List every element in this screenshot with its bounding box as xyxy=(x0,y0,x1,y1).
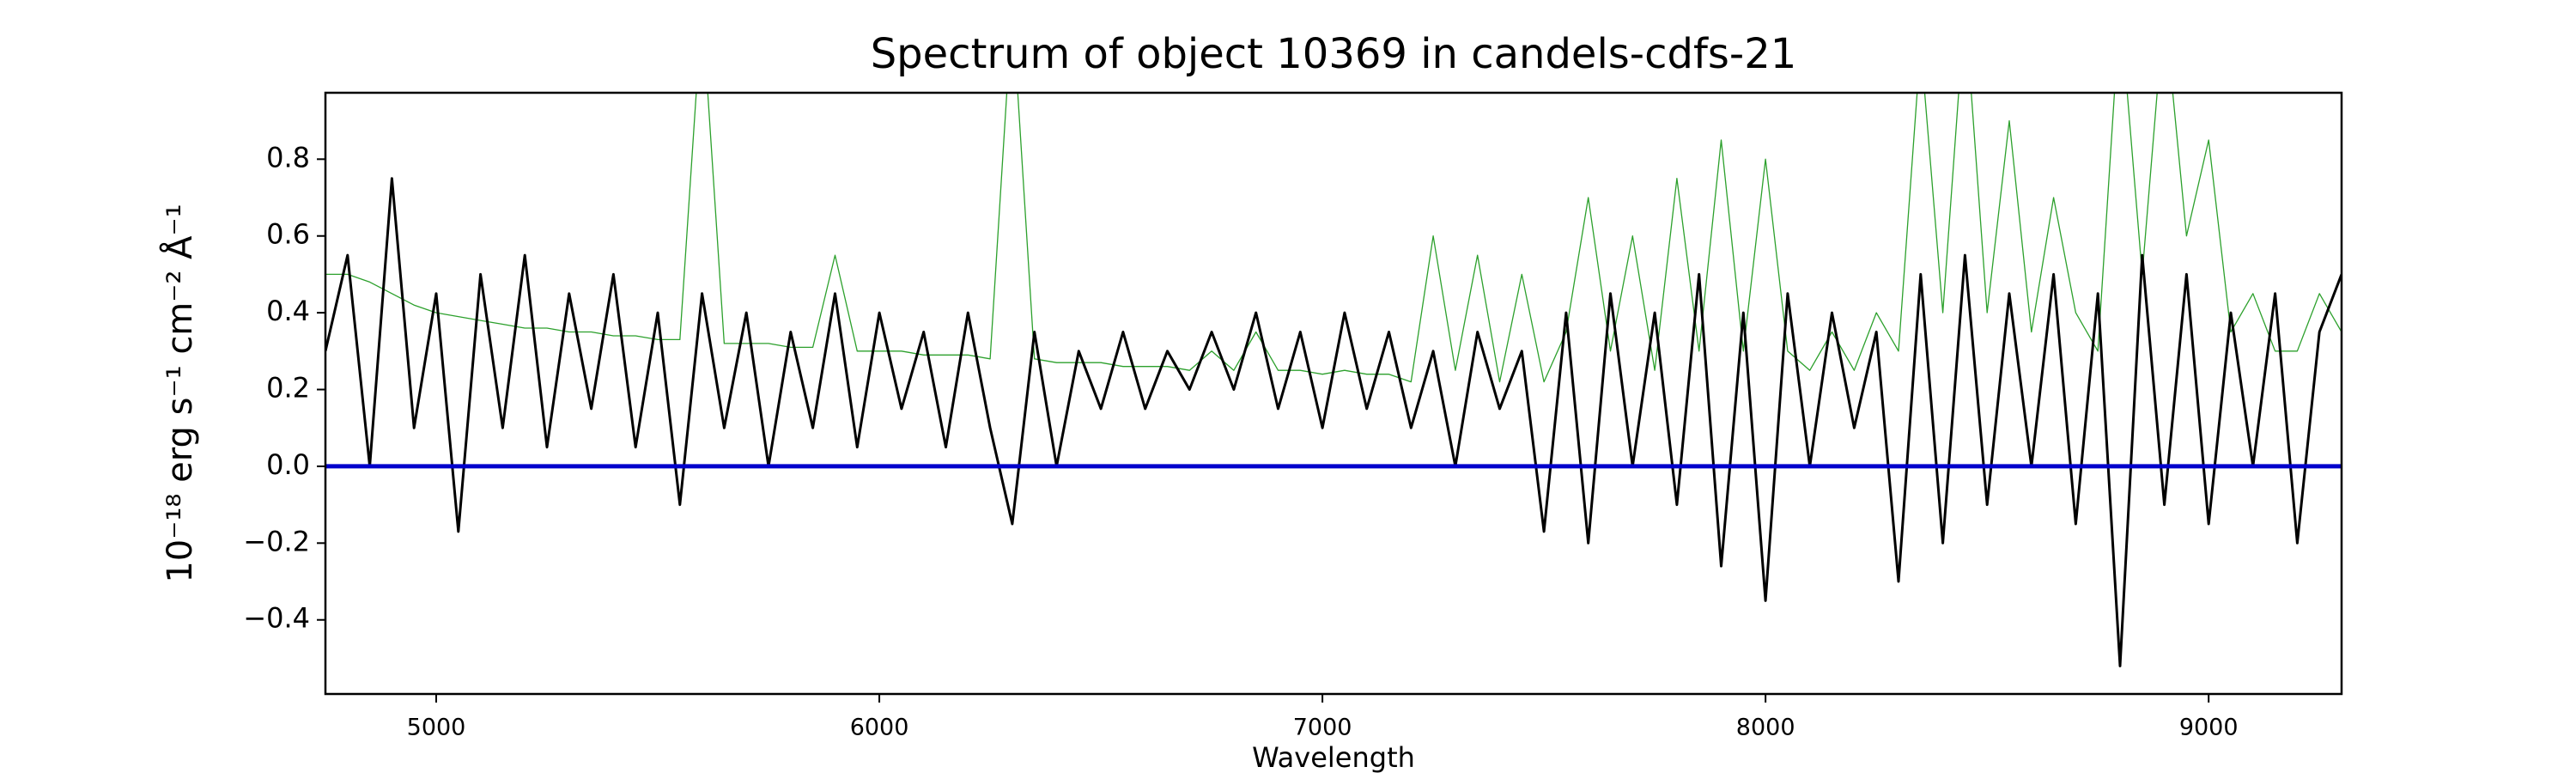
y-tick-label: 0.0 xyxy=(266,448,310,481)
chart-title: Spectrum of object 10369 in candels-cdfs… xyxy=(871,30,1797,78)
plot-area xyxy=(325,93,2342,667)
y-tick-label: −0.2 xyxy=(243,525,310,557)
x-axis-label: Wavelength xyxy=(1252,741,1415,773)
y-tick-label: 0.2 xyxy=(266,372,310,405)
x-tick-label: 9000 xyxy=(2179,715,2239,741)
y-axis-label: 10⁻¹⁸ erg s⁻¹ cm⁻² Å⁻¹ xyxy=(159,204,200,582)
y-tick-label: −0.4 xyxy=(243,602,310,635)
x-tick-label: 8000 xyxy=(1736,715,1795,741)
y-tick-label: 0.4 xyxy=(266,295,310,327)
x-tick-label: 6000 xyxy=(850,715,909,741)
x-tick-label: 7000 xyxy=(1293,715,1352,741)
spectrum-line xyxy=(325,177,2342,667)
y-tick-label: 0.6 xyxy=(266,218,310,251)
y-tick-label: 0.8 xyxy=(266,141,310,173)
x-tick-label: 5000 xyxy=(407,715,466,741)
axes-frame xyxy=(324,91,2343,696)
